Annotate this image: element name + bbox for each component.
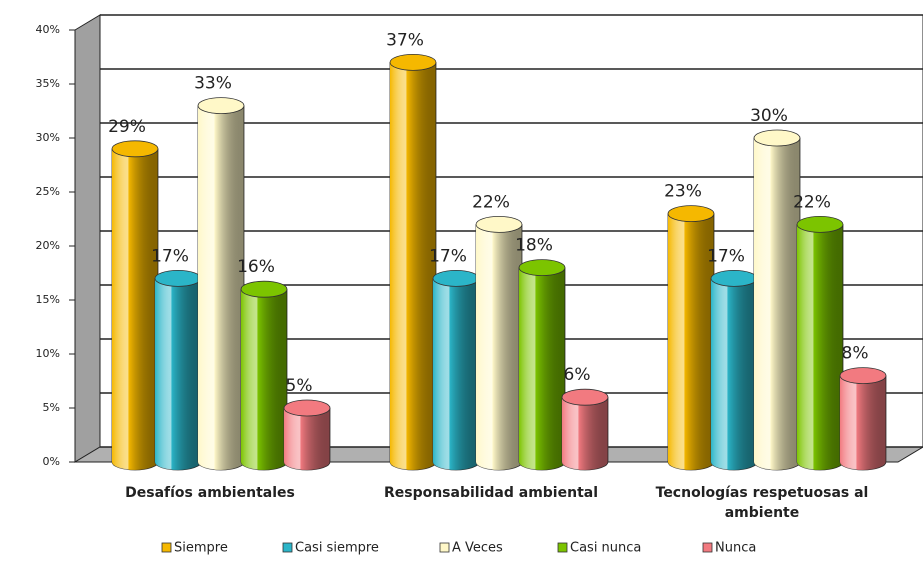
bar-shade: [433, 278, 479, 470]
bar-shade: [562, 397, 608, 470]
bar-shade: [241, 289, 287, 470]
bar-shade: [198, 105, 244, 470]
value-label: 8%: [842, 344, 869, 364]
value-label: 18%: [515, 236, 553, 256]
y-tick-label: 5%: [43, 401, 60, 414]
bar-shade: [155, 278, 201, 470]
value-label: 6%: [564, 365, 591, 385]
value-label: 22%: [472, 192, 510, 212]
x-tick-label: Tecnologías respetuosas al ambiente: [655, 485, 869, 521]
bar-top: [710, 269, 758, 287]
bar-shade: [390, 62, 436, 471]
x-tick-label: Desafíos ambientales: [125, 485, 295, 501]
side-wall: [74, 14, 101, 463]
bar-shade: [284, 408, 330, 470]
bar-top: [561, 388, 609, 406]
y-tick-label: 30%: [36, 131, 60, 144]
bar-shade: [112, 148, 158, 471]
value-label: 17%: [429, 246, 467, 266]
value-label: 17%: [707, 246, 745, 266]
legend-label: Nunca: [715, 541, 756, 556]
bar-top: [667, 205, 715, 223]
legend-marker: [439, 542, 450, 553]
bar-top: [475, 215, 523, 233]
legend-marker: [702, 542, 713, 553]
value-label: 17%: [151, 246, 189, 266]
bar-top: [518, 259, 566, 277]
bar-top: [753, 129, 801, 147]
bar-shade: [840, 375, 886, 470]
bar-shade: [476, 224, 522, 470]
bar-top: [432, 269, 480, 287]
bar-top: [796, 215, 844, 233]
bar-shade: [519, 267, 565, 470]
bar-top: [111, 140, 159, 158]
y-tick-label: 0%: [43, 455, 60, 468]
y-tick-label: 25%: [36, 185, 60, 198]
y-tick-label: 35%: [36, 77, 60, 90]
bar-top: [389, 54, 437, 71]
value-label: 5%: [286, 376, 313, 396]
legend-marker: [557, 542, 568, 553]
bar-shade: [797, 224, 843, 470]
bar-shade: [668, 213, 714, 470]
y-tick-label: 40%: [36, 23, 60, 36]
bar-top: [283, 399, 331, 417]
bar-top: [197, 97, 245, 114]
value-label: 29%: [108, 117, 146, 137]
value-label: 22%: [793, 192, 831, 212]
bar-shade: [754, 138, 800, 470]
y-tick-label: 20%: [36, 239, 60, 252]
y-tick-label: 15%: [36, 293, 60, 306]
legend-label: Siempre: [174, 541, 228, 556]
x-tick-label: Responsabilidad ambiental: [383, 485, 599, 501]
legend-marker: [282, 542, 293, 553]
legend-label: Casi siempre: [295, 541, 379, 556]
bar-top: [839, 367, 887, 385]
legend-marker: [161, 542, 172, 553]
value-label: 33%: [194, 74, 232, 94]
value-label: 23%: [664, 182, 702, 202]
value-label: 37%: [386, 30, 424, 50]
y-tick-label: 10%: [36, 347, 60, 360]
bar-top: [240, 280, 288, 298]
legend-label: A Veces: [452, 541, 503, 556]
bar-top: [154, 269, 202, 287]
bar-shade: [711, 278, 757, 470]
legend-label: Casi nunca: [570, 541, 641, 556]
value-label: 16%: [237, 257, 275, 277]
value-label: 30%: [750, 106, 788, 126]
